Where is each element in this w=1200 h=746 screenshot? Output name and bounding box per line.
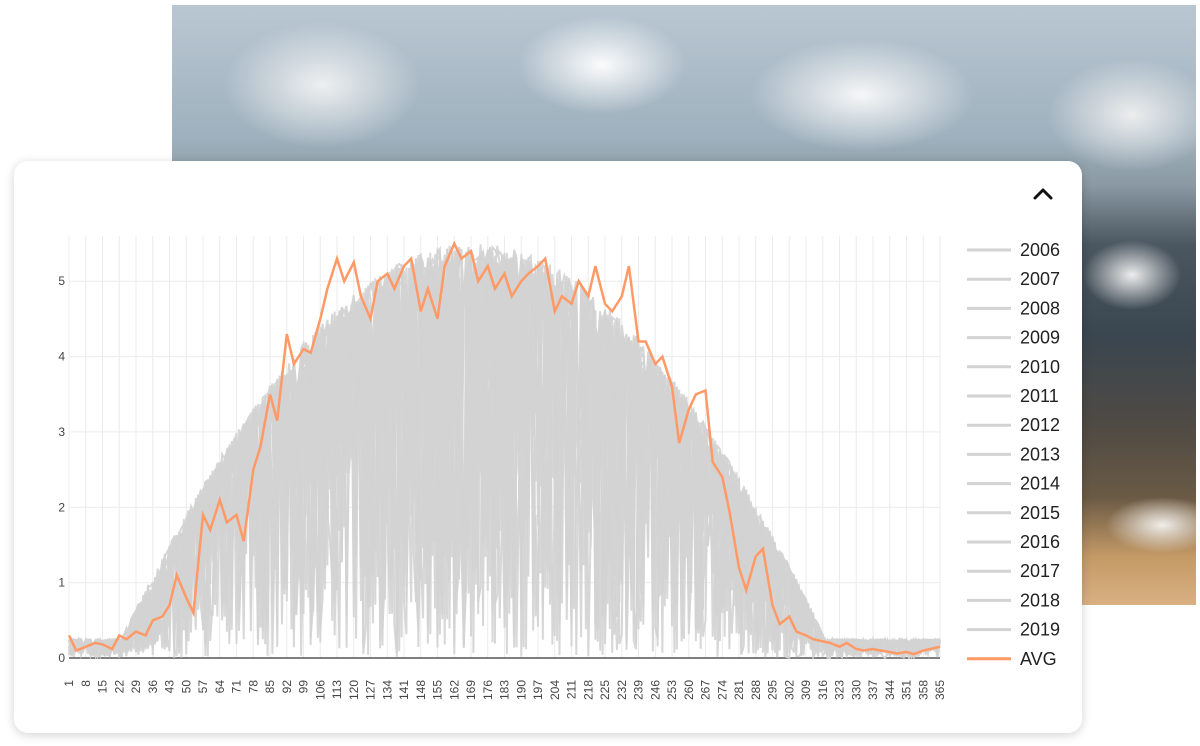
chart-card: 1 8 15 22 29 36 43 50 57 64 71 78 85 92 99 106 113 120 127… [14, 161, 1082, 733]
x-tick-label: 225 [598, 680, 612, 700]
x-tick-label: 351 [900, 680, 914, 700]
x-tick-label: 141 [397, 680, 411, 700]
x-tick-label: 197 [531, 680, 545, 700]
x-tick-label: 190 [514, 680, 528, 700]
chevron-up-icon[interactable] [1030, 181, 1056, 207]
x-tick-label: 211 [565, 680, 579, 699]
legend-label-2008: 2008 [1020, 298, 1060, 318]
y-tick-label: 5 [58, 274, 65, 288]
x-tick-label: 22 [112, 680, 126, 694]
y-tick-label: 3 [58, 425, 65, 439]
legend-label-2018: 2018 [1020, 590, 1060, 610]
x-tick-label: 204 [548, 680, 562, 700]
legend-label-2006: 2006 [1020, 240, 1060, 260]
y-tick-label: 2 [58, 500, 65, 514]
series-line-2018 [68, 245, 941, 660]
line-chart: 1 8 15 22 29 36 43 50 57 64 71 78 85 92 99 106 113 120 127… [58, 236, 1060, 700]
x-tick-label: 274 [715, 680, 729, 700]
x-tick-label: 302 [782, 680, 796, 700]
x-tick-label: 36 [146, 680, 160, 694]
x-tick-label: 260 [682, 680, 696, 700]
legend-label-2017: 2017 [1020, 561, 1060, 581]
legend-label-2012: 2012 [1020, 415, 1060, 435]
x-tick-label: 246 [648, 680, 662, 700]
legend-label-2011: 2011 [1020, 386, 1059, 406]
legend-label-2014: 2014 [1020, 474, 1060, 494]
x-tick-label: 253 [665, 680, 679, 700]
x-tick-label: 309 [799, 680, 813, 700]
x-tick-label: 50 [179, 680, 193, 694]
x-tick-label: 232 [615, 680, 629, 700]
x-tick-label: 281 [732, 680, 746, 700]
x-tick-label: 344 [883, 680, 897, 700]
y-tick-label: 4 [58, 350, 65, 364]
x-tick-label: 99 [297, 680, 311, 694]
x-tick-label: 106 [313, 680, 327, 700]
x-tick-label: 176 [481, 680, 495, 700]
x-tick-label: 239 [632, 680, 646, 700]
x-tick-label: 127 [364, 680, 378, 700]
legend-label-2007: 2007 [1020, 269, 1060, 289]
x-tick-label: 337 [866, 680, 880, 700]
x-tick-label: 57 [196, 680, 210, 694]
x-tick-label: 92 [280, 680, 294, 694]
x-tick-label: 365 [933, 680, 947, 700]
x-tick-label: 15 [96, 680, 110, 694]
legend-label-2009: 2009 [1020, 328, 1060, 348]
series-line-AVG [67, 240, 941, 656]
x-tick-label: 29 [129, 680, 143, 694]
legend-label-2019: 2019 [1020, 620, 1060, 640]
x-tick-label: 155 [431, 680, 445, 700]
legend-label-2010: 2010 [1020, 357, 1060, 377]
x-tick-label: 162 [447, 680, 461, 700]
x-tick-label: 358 [916, 680, 930, 700]
x-tick-label: 316 [816, 680, 830, 700]
x-tick-label: 64 [213, 680, 227, 694]
x-tick-label: 218 [581, 680, 595, 700]
x-tick-label: 134 [380, 680, 394, 700]
x-tick-label: 1 [62, 680, 76, 687]
x-tick-label: 288 [749, 680, 763, 700]
legend-label-2015: 2015 [1020, 503, 1060, 523]
legend-label-AVG: AVG [1020, 649, 1057, 669]
x-tick-label: 330 [849, 680, 863, 700]
x-tick-label: 85 [263, 680, 277, 694]
x-tick-label: 295 [766, 680, 780, 700]
x-tick-label: 183 [498, 680, 512, 700]
x-tick-label: 113 [330, 680, 344, 699]
x-tick-label: 267 [699, 680, 713, 700]
x-tick-label: 323 [833, 680, 847, 700]
y-tick-label: 0 [58, 651, 65, 665]
x-tick-label: 78 [246, 680, 260, 694]
legend-label-2016: 2016 [1020, 532, 1060, 552]
x-tick-label: 148 [414, 680, 428, 700]
x-tick-label: 8 [79, 680, 93, 687]
x-tick-label: 71 [230, 680, 244, 694]
legend-label-2013: 2013 [1020, 444, 1060, 464]
x-tick-label: 169 [464, 680, 478, 700]
x-tick-label: 120 [347, 680, 361, 700]
x-tick-label: 43 [163, 680, 177, 694]
series-line-2019 [68, 248, 941, 660]
y-tick-label: 1 [58, 576, 65, 590]
